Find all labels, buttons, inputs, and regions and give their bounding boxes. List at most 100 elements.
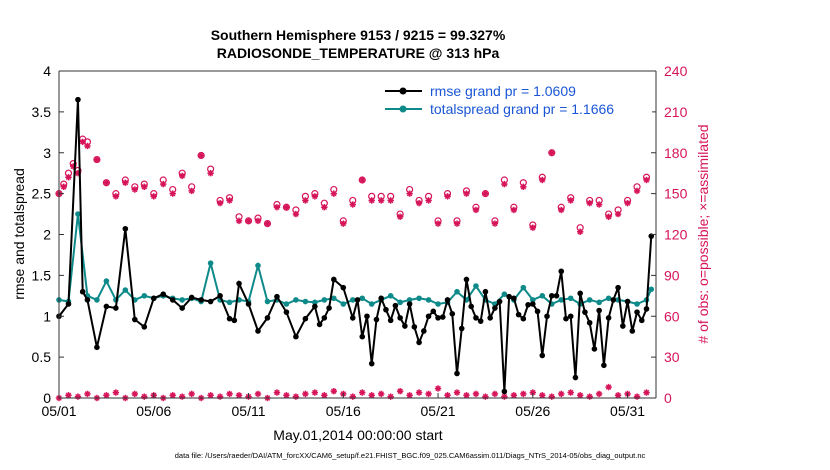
rmse-point bbox=[326, 305, 332, 311]
rmse-point bbox=[439, 314, 446, 320]
rmse-point bbox=[520, 315, 527, 322]
obs-assimilated-point bbox=[359, 176, 366, 184]
obs-bottom-point bbox=[406, 392, 413, 399]
y-tick-label-left: 4 bbox=[43, 63, 51, 79]
obs-assimilated-point bbox=[150, 193, 157, 200]
spread-point bbox=[207, 260, 214, 266]
obs-bottom-point bbox=[415, 389, 423, 396]
obs-assimilated-point bbox=[141, 183, 148, 191]
y-tick-label-right: 120 bbox=[664, 227, 688, 243]
series-layer bbox=[55, 96, 655, 402]
rmse-point bbox=[501, 388, 508, 395]
rmse-point bbox=[364, 313, 370, 320]
rmse-point bbox=[624, 298, 631, 305]
rmse-point bbox=[411, 324, 418, 330]
y-axis-label-right: # of obs: o=possible; ×=assimilated bbox=[695, 124, 711, 343]
rmse-point bbox=[605, 315, 612, 321]
spread-point bbox=[226, 299, 233, 306]
obs-assimilated-point bbox=[160, 180, 167, 188]
rmse-point bbox=[572, 374, 579, 381]
obs-bottom-point bbox=[311, 389, 319, 396]
obs-assimilated-point bbox=[340, 220, 347, 227]
obs-assimilated-point bbox=[539, 176, 546, 184]
obs-bottom-point bbox=[396, 387, 404, 395]
obs-assimilated-point bbox=[131, 186, 139, 193]
obs-assimilated-point bbox=[188, 187, 195, 195]
obs-assimilated-point bbox=[349, 201, 356, 208]
obs-bottom-point bbox=[387, 393, 394, 400]
rmse-point bbox=[458, 325, 465, 332]
rmse-point bbox=[629, 328, 636, 334]
rmse-point bbox=[169, 297, 176, 303]
obs-bottom-point bbox=[425, 390, 432, 398]
obs-assimilated-point bbox=[434, 220, 442, 227]
rmse-point bbox=[582, 309, 588, 315]
rmse-point bbox=[539, 352, 546, 359]
x-axis-label: May.01,2014 00:00:00 start bbox=[273, 427, 443, 443]
rmse-point bbox=[312, 303, 318, 310]
rmse-point bbox=[482, 288, 489, 295]
obs-assimilated-point bbox=[491, 220, 499, 227]
obs-assimilated-point bbox=[614, 210, 622, 218]
obs-assimilated-point bbox=[112, 193, 120, 200]
rmse-point bbox=[610, 297, 617, 303]
spread-point bbox=[331, 295, 337, 302]
spread-point bbox=[283, 301, 290, 307]
rmse-point bbox=[283, 309, 290, 315]
obs-assimilated-point bbox=[463, 190, 470, 197]
obs-assimilated-point bbox=[396, 213, 404, 220]
obs-bottom-point bbox=[292, 393, 300, 400]
legend-spread-marker bbox=[399, 105, 407, 113]
rmse-point bbox=[160, 291, 167, 297]
rmse-point bbox=[340, 284, 347, 291]
ticks-layer: 0 0.5 1 1.5 2 2.5 3 3.5 4 0 30 60 90 120 150 180 210 240 0… bbox=[32, 63, 688, 419]
rmse-point bbox=[473, 315, 479, 321]
rmse-point bbox=[421, 328, 427, 334]
obs-bottom-point bbox=[216, 393, 224, 400]
rmse-point bbox=[354, 297, 361, 303]
spread-point bbox=[586, 297, 593, 303]
spread-point bbox=[558, 297, 565, 303]
chart-title-line-2: RADIOSONDE_TEMPERATURE @ 313 hPa bbox=[217, 45, 500, 61]
spread-point bbox=[567, 295, 574, 302]
spread-point bbox=[648, 286, 655, 293]
obs-bottom-point bbox=[302, 390, 309, 398]
obs-assimilated-point bbox=[586, 199, 593, 207]
obs-assimilated-point bbox=[472, 206, 480, 214]
rmse-point bbox=[387, 317, 394, 324]
obs-bottom-point bbox=[586, 393, 593, 400]
obs-assimilated-point bbox=[482, 190, 489, 197]
obs-assimilated-point bbox=[264, 220, 271, 227]
legend-spread-label: totalspread grand pr = 1.1666 bbox=[430, 101, 614, 117]
rmse-point bbox=[373, 316, 380, 323]
rmse-point bbox=[302, 315, 309, 322]
obs-assimilated-point bbox=[122, 179, 129, 186]
rmse-point bbox=[496, 298, 503, 305]
rmse-point bbox=[231, 317, 238, 324]
rmse-point bbox=[468, 303, 475, 310]
rmse-point bbox=[103, 303, 110, 310]
rmse-point bbox=[444, 297, 451, 303]
obs-assimilated-point bbox=[273, 204, 281, 211]
legend: rmse grand pr = 1.0609 totalspread grand… bbox=[380, 80, 652, 120]
rmse-point bbox=[207, 298, 214, 305]
obs-assimilated-point bbox=[65, 174, 72, 181]
rmse-point bbox=[397, 315, 403, 321]
obs-bottom-point bbox=[235, 392, 243, 399]
spread-point bbox=[416, 295, 422, 302]
rmse-point bbox=[615, 284, 621, 291]
rmse-point bbox=[577, 290, 583, 297]
y-tick-label-left: 2 bbox=[43, 227, 51, 243]
obs-bottom-point bbox=[548, 393, 555, 400]
rmse-point bbox=[525, 302, 531, 308]
obs-assimilated-point bbox=[453, 220, 461, 227]
obs-bottom-point bbox=[520, 390, 527, 398]
rmse-point bbox=[596, 307, 602, 314]
obs-bottom-point bbox=[254, 390, 262, 398]
spread-point bbox=[302, 298, 309, 305]
spread-point bbox=[255, 262, 261, 269]
spread-point bbox=[264, 298, 271, 305]
obs-assimilated-point bbox=[510, 206, 518, 214]
legend-rmse-marker bbox=[399, 87, 407, 95]
spread-point bbox=[425, 297, 432, 303]
